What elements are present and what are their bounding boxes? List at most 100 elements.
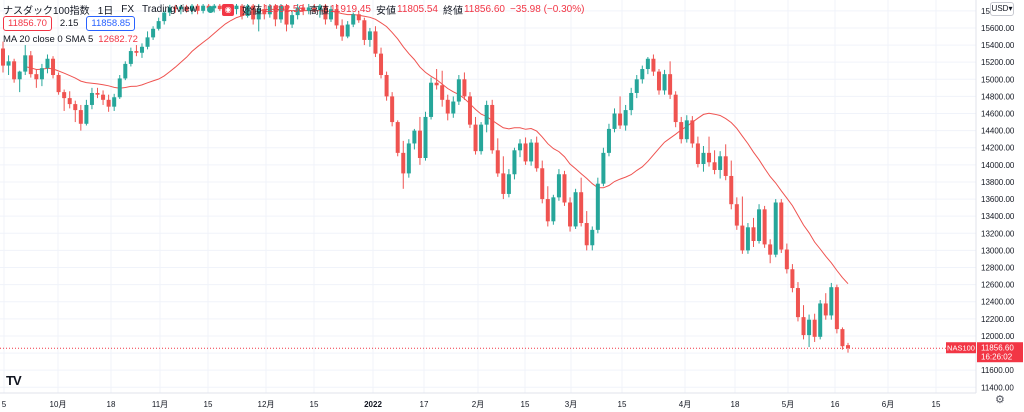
- candle-body: [323, 5, 328, 20]
- y-tick-label: 13800.00: [981, 178, 1015, 187]
- candle-body: [740, 225, 745, 251]
- x-tick-label: 6月: [882, 400, 894, 409]
- candle-body: [145, 37, 150, 47]
- candle-body: [328, 9, 333, 20]
- interval-label[interactable]: 1日: [97, 6, 114, 17]
- candle: [12, 58, 17, 83]
- candle-body: [490, 104, 495, 151]
- candle: [818, 300, 823, 340]
- y-tick-label: 12400.00: [981, 298, 1015, 307]
- indicator-legend[interactable]: MA 20 close 0 SMA 5 12682.72: [3, 34, 138, 45]
- candle: [256, 4, 261, 32]
- y-tick-label: 13000.00: [981, 246, 1015, 255]
- candle-body: [523, 143, 528, 162]
- candle-body: [640, 69, 645, 80]
- x-tick-label: 2022: [364, 400, 382, 409]
- candle-body: [695, 143, 700, 164]
- candle: [362, 17, 367, 46]
- candle: [45, 54, 50, 74]
- trade-buttons: 11856.70 2.15 11858.85: [3, 16, 136, 31]
- candle: [245, 4, 250, 18]
- candle-body: [273, 5, 278, 20]
- candle-body: [345, 24, 350, 37]
- candle-body: [112, 97, 117, 107]
- candle-body: [290, 15, 295, 25]
- candle: [612, 108, 617, 133]
- ohlc-open-label: 始値: [242, 6, 263, 17]
- candle-body: [712, 162, 717, 170]
- sell-price-button[interactable]: 11856.70: [3, 16, 52, 31]
- candle-body: [656, 71, 661, 91]
- currency-label: USD: [991, 4, 1009, 13]
- candle-body: [278, 5, 283, 20]
- y-tick-label: 12800.00: [981, 264, 1015, 273]
- candle-body: [334, 9, 339, 26]
- y-tick-label: 14000.00: [981, 161, 1015, 170]
- candle-body: [579, 192, 584, 224]
- x-tick-label: 11月: [152, 400, 168, 409]
- candle: [451, 96, 456, 118]
- candle-body: [768, 244, 773, 255]
- candle: [495, 138, 500, 177]
- candle: [479, 122, 484, 155]
- candle-body: [84, 104, 89, 124]
- candle-body: [723, 156, 728, 176]
- eye-icon[interactable]: ◉: [222, 3, 235, 16]
- candle-body: [745, 227, 750, 251]
- candle-body: [762, 209, 767, 245]
- candle: [379, 47, 384, 79]
- candle: [328, 5, 333, 22]
- candle: [301, 4, 306, 16]
- candle-body: [101, 94, 106, 100]
- candle: [590, 226, 595, 251]
- candle: [462, 72, 467, 100]
- candle: [106, 94, 111, 112]
- y-tick-label: 15000.00: [981, 75, 1015, 84]
- candle: [723, 144, 728, 181]
- candle: [629, 87, 634, 116]
- candle: [484, 100, 489, 133]
- candle-body: [106, 99, 111, 107]
- candle: [73, 100, 78, 123]
- y-tick-label: 14600.00: [981, 110, 1015, 119]
- ohlc-high-value: 11919.45: [330, 4, 371, 15]
- x-tick-label: 2月: [472, 400, 484, 409]
- candle-body: [256, 9, 261, 20]
- candle: [273, 4, 278, 27]
- candle-body: [0, 48, 6, 66]
- candle-body: [201, 5, 206, 11]
- candle-body: [668, 74, 673, 95]
- time-axis[interactable]: 5 10月 18 11月 15 12月 15 2022 17 2月 15 3月 15 4月 18 5月 16 6月…: [0, 392, 976, 409]
- candle-body: [773, 202, 778, 255]
- currency-selector[interactable]: USD▾: [990, 2, 1014, 16]
- candle: [579, 177, 584, 227]
- candle: [178, 4, 183, 15]
- x-tick-label: 5月: [782, 400, 794, 409]
- candle: [757, 204, 762, 244]
- candle-body: [401, 152, 406, 174]
- tradingview-logo-icon[interactable]: TV: [6, 373, 22, 388]
- candle: [467, 92, 472, 129]
- candle-body: [845, 345, 851, 349]
- buy-price-button[interactable]: 11858.85: [86, 16, 136, 31]
- candle: [395, 120, 400, 157]
- candle: [334, 4, 339, 29]
- candle-body: [606, 128, 611, 153]
- candle-body: [807, 319, 812, 336]
- candle-body: [412, 130, 417, 144]
- x-tick-label: 15: [521, 400, 530, 409]
- candle: [812, 313, 817, 342]
- candle-body: [17, 71, 22, 80]
- price-axis[interactable]: 11400.0011600.0011800.0012000.0012200.00…: [975, 0, 1015, 393]
- gear-icon[interactable]: ⚙: [995, 394, 1005, 406]
- y-tick-label: 12000.00: [981, 332, 1015, 341]
- candle-body: [12, 61, 17, 80]
- candle: [373, 26, 378, 58]
- candle-body: [834, 287, 839, 330]
- candle-body: [245, 5, 250, 16]
- candle: [784, 243, 789, 274]
- ohlc-low-value: 11805.54: [397, 4, 438, 15]
- symbol-title[interactable]: ナスダック100指数: [3, 6, 90, 17]
- x-tick-label: 15: [204, 400, 213, 409]
